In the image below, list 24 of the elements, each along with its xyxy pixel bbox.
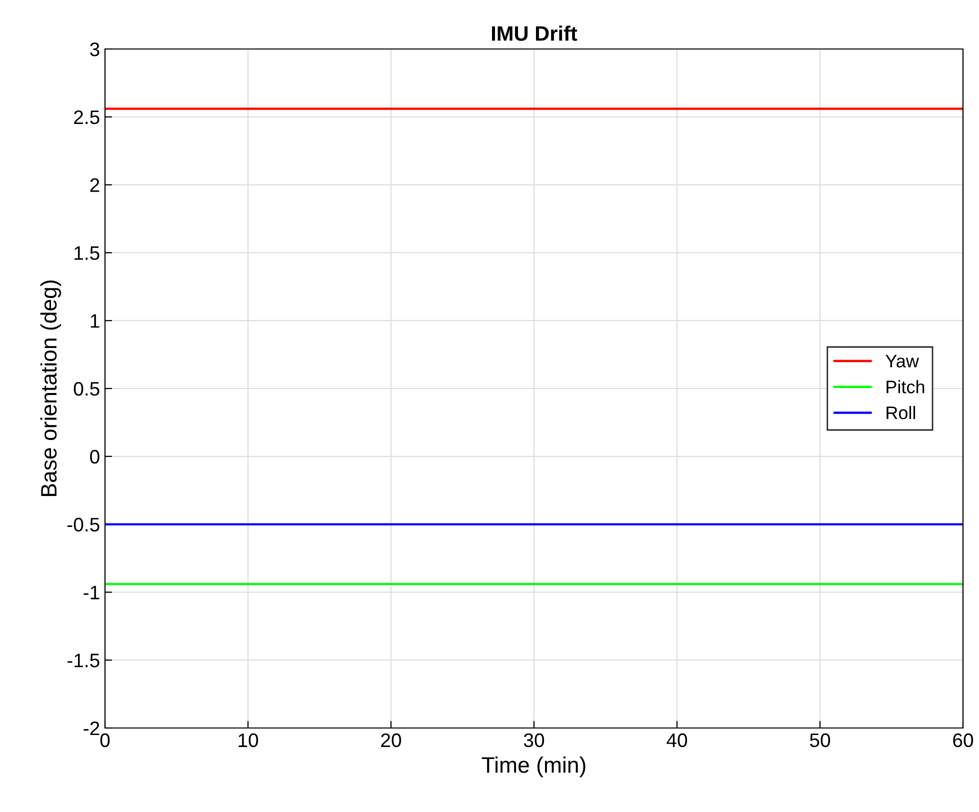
- x-tick-label: 10: [238, 733, 258, 748]
- y-tick-label: 0.5: [74, 382, 100, 396]
- y-tick-label: -2: [84, 721, 100, 736]
- legend-label: Pitch: [886, 380, 924, 394]
- y-tick-label: -0.5: [68, 518, 100, 532]
- x-axis-title: Time (min): [482, 756, 586, 778]
- legend-label: Yaw: [886, 354, 919, 368]
- x-tick-label: 60: [953, 733, 974, 748]
- y-axis-title: Base orientation (deg): [40, 280, 62, 496]
- y-tick-label: -1: [84, 586, 100, 600]
- y-tick-label: 3: [90, 42, 100, 56]
- y-tick-label: 0: [90, 450, 100, 464]
- x-tick-label: 20: [381, 733, 402, 748]
- x-tick-label: 0: [100, 733, 110, 748]
- x-tick-label: 30: [524, 733, 544, 748]
- y-tick-label: 2.5: [74, 110, 100, 124]
- y-tick-label: 1.5: [74, 246, 100, 260]
- y-tick-label: 1: [90, 314, 100, 328]
- x-tick-label: 50: [810, 733, 830, 748]
- legend-label: Roll: [886, 406, 916, 420]
- y-tick-label: 2: [90, 178, 100, 192]
- x-tick-label: 40: [666, 733, 688, 748]
- chart-title: IMU Drift: [492, 26, 578, 41]
- y-tick-label: -1.5: [68, 654, 100, 668]
